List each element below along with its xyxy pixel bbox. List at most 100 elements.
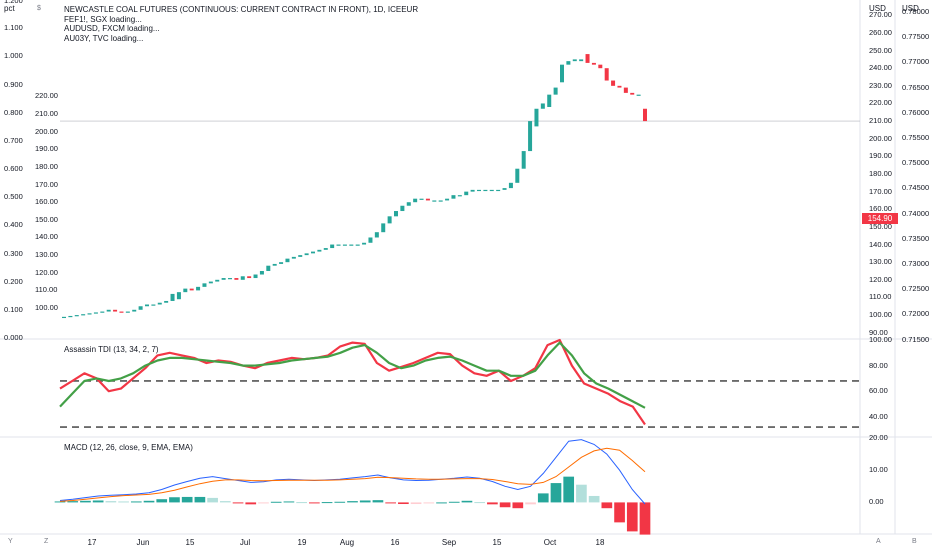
left-pct-tick: 0.500 bbox=[4, 192, 23, 202]
price-candle bbox=[208, 281, 213, 284]
macd-histogram-bar bbox=[156, 499, 168, 503]
inner-price-tick: 190.00 bbox=[35, 144, 58, 154]
price-candle bbox=[451, 195, 456, 199]
price-candle bbox=[374, 232, 379, 238]
macd-histogram-bar bbox=[487, 502, 498, 505]
tdi-tick: 100.00 bbox=[869, 335, 892, 344]
left-pct-tick: 0.600 bbox=[4, 164, 23, 173]
price-candle bbox=[253, 274, 258, 279]
unit-right-main: USD bbox=[869, 4, 886, 13]
left-pct-tick: 0.900 bbox=[4, 79, 23, 89]
left-pct-tick: 0.800 bbox=[4, 107, 23, 117]
macd-histogram-bar bbox=[601, 502, 613, 509]
far-axis-tick: 0.75500 bbox=[902, 133, 930, 142]
left-pct-tick: 0.200 bbox=[4, 276, 23, 286]
far-axis-tick: 0.72000 bbox=[902, 309, 930, 319]
tdi-tick: 80.00 bbox=[869, 360, 888, 370]
macd-tick: 10.00 bbox=[869, 465, 888, 475]
bottom-corner-y[interactable]: Y bbox=[8, 538, 13, 545]
macd-histogram-bar bbox=[436, 502, 447, 504]
time-axis-tick: Aug bbox=[339, 538, 355, 547]
right-price-tick: 230.00 bbox=[869, 80, 892, 90]
macd-histogram-bar bbox=[118, 501, 129, 503]
macd-histogram-bar bbox=[181, 496, 193, 503]
bottom-corner-a[interactable]: A bbox=[876, 538, 881, 545]
price-candle bbox=[330, 244, 335, 249]
price-candle bbox=[553, 87, 558, 95]
corner-dollar: $ bbox=[37, 5, 41, 12]
price-candle bbox=[598, 64, 603, 69]
price-candle bbox=[62, 316, 66, 319]
price-candle bbox=[579, 59, 584, 62]
tdi-tick: 40.00 bbox=[869, 411, 888, 421]
price-candle bbox=[464, 191, 469, 196]
price-candle bbox=[202, 283, 207, 287]
macd-histogram-bar bbox=[80, 500, 91, 503]
price-candle bbox=[336, 244, 341, 246]
price-candle bbox=[145, 304, 149, 307]
time-axis-tick: Jul bbox=[239, 538, 251, 547]
overlay-audusd[interactable]: AUDUSD, FXCM loading... bbox=[64, 24, 160, 33]
macd-histogram-bar bbox=[296, 502, 307, 504]
right-price-tick: 270.00 bbox=[869, 10, 892, 20]
overlay-fef[interactable]: FEF1!, SGX loading... bbox=[64, 14, 142, 24]
price-candle bbox=[138, 306, 143, 310]
price-candle bbox=[342, 244, 347, 246]
price-candle bbox=[81, 314, 86, 316]
bottom-corner-z[interactable]: Z bbox=[44, 538, 49, 545]
tdi-legend[interactable]: Assassin TDI (13, 34, 2, 7) bbox=[64, 345, 159, 354]
far-axis-tick: 0.71500 bbox=[902, 334, 930, 344]
price-candle bbox=[87, 313, 92, 315]
overlay-au03y[interactable]: AU03Y, TVC loading... bbox=[64, 33, 144, 43]
macd-histogram-bar bbox=[639, 502, 651, 535]
price-candle bbox=[438, 200, 443, 202]
macd-histogram-bar bbox=[461, 500, 473, 503]
macd-histogram-bar bbox=[563, 476, 575, 503]
macd-histogram-bar bbox=[334, 501, 346, 503]
inner-price-tick: 210.00 bbox=[35, 109, 58, 119]
left-pct-tick: 0.400 bbox=[4, 220, 23, 230]
macd-histogram-bar bbox=[92, 500, 104, 503]
price-candle bbox=[585, 54, 590, 63]
price-candle bbox=[100, 311, 105, 313]
macd-histogram-bar bbox=[245, 502, 257, 505]
macd-histogram-bar bbox=[309, 502, 320, 504]
macd-histogram-bar bbox=[321, 502, 333, 504]
price-candle bbox=[247, 276, 252, 279]
tdi-tick: 60.00 bbox=[869, 386, 888, 396]
price-candle bbox=[170, 293, 175, 301]
bottom-corner-b[interactable]: B bbox=[912, 538, 917, 545]
macd-histogram-bar bbox=[105, 501, 117, 503]
macd-histogram-bar bbox=[54, 501, 66, 503]
macd-histogram-bar bbox=[410, 502, 422, 505]
macd-histogram-bar bbox=[194, 496, 206, 503]
macd-legend[interactable]: MACD (12, 26, close, 9, EMA, EMA) bbox=[64, 443, 193, 452]
price-candle bbox=[362, 242, 367, 245]
time-axis-tick: 15 bbox=[492, 538, 502, 547]
macd-histogram-bar bbox=[614, 502, 625, 523]
far-axis-tick: 0.73000 bbox=[902, 259, 930, 268]
right-price-tick: 110.00 bbox=[869, 292, 892, 302]
price-candle bbox=[502, 188, 507, 190]
time-axis-tick: 16 bbox=[390, 538, 400, 547]
price-candle bbox=[157, 302, 162, 305]
macd-histogram-bar bbox=[512, 502, 524, 509]
price-candle bbox=[291, 256, 296, 259]
right-price-tick: 150.00 bbox=[869, 221, 892, 231]
price-candle bbox=[419, 198, 424, 200]
macd-histogram-bar bbox=[550, 483, 562, 503]
price-candle bbox=[298, 255, 303, 257]
price-candle bbox=[566, 61, 571, 65]
price-candle bbox=[515, 168, 520, 183]
price-candle bbox=[272, 263, 277, 266]
price-candle bbox=[623, 87, 628, 93]
price-candle bbox=[285, 258, 290, 263]
inner-price-tick: 100.00 bbox=[35, 303, 58, 313]
price-candle bbox=[528, 121, 533, 152]
price-candle bbox=[381, 223, 386, 233]
far-axis-tick: 0.73500 bbox=[902, 233, 930, 243]
macd-histogram-bar bbox=[385, 502, 396, 504]
macd-histogram-bar bbox=[270, 501, 282, 503]
price-candle bbox=[394, 211, 398, 217]
